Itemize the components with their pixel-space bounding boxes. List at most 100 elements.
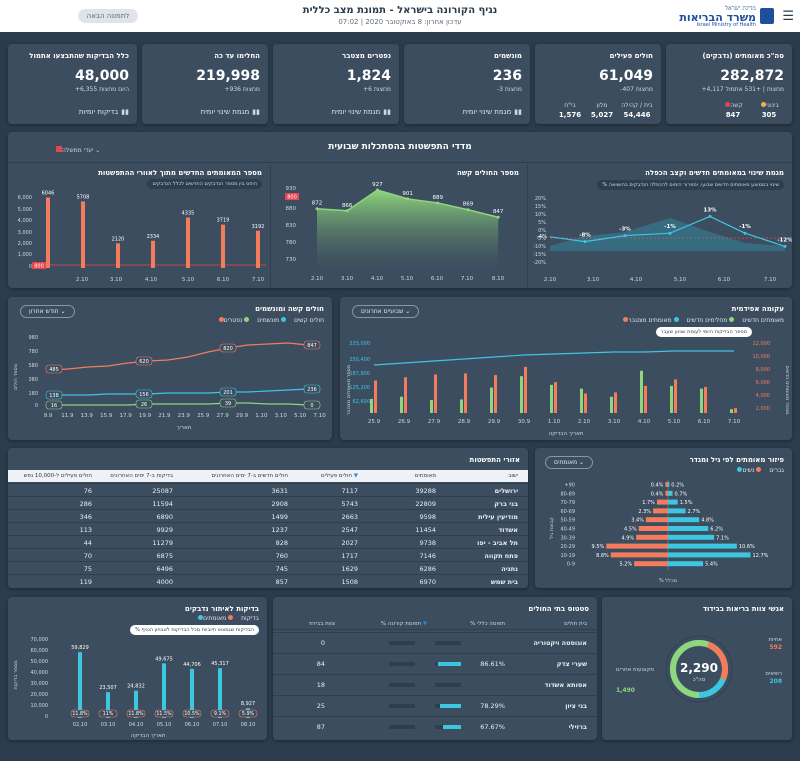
hospital-name: אסותא אשדוד <box>544 681 587 689</box>
daily-trend-link[interactable]: מגמת שינוי יומית ▮▮ <box>462 108 522 116</box>
kpi-value: 48,000 <box>74 68 129 84</box>
women-bar <box>656 499 668 505</box>
series-label: 16 <box>51 403 57 409</box>
x-tick: 2.10 <box>311 276 324 282</box>
point-label: -1% <box>664 224 676 230</box>
women-bar <box>665 490 668 496</box>
ministry-logo: מדינת ישראל משרד הבריאות Israel Ministry… <box>664 5 774 28</box>
period-filter[interactable]: חודש אחרון ⌄ <box>20 305 75 318</box>
table-header: ישוב מאומתים חולים פעילים ▼ חולים חדשים … <box>8 470 528 482</box>
column-header[interactable]: חולים פעילים ▼ <box>321 473 358 479</box>
new-cases-bar <box>221 224 225 268</box>
table-row[interactable]: תל אביב - יפו 9738 2027 828 11279 44 <box>8 535 528 548</box>
table-row[interactable]: אשדוד 11454 2547 1237 9929 113 <box>8 522 528 535</box>
bar-label: 6046 <box>42 190 55 196</box>
general-occupancy: 78.29% <box>480 702 505 710</box>
data-point <box>406 197 410 201</box>
column-header[interactable]: בדיקות ב-7 ימים האחרונים <box>110 473 173 479</box>
new-cases-bars: 6046 5708 2120 2334 4335 3719 3192 <box>42 190 264 268</box>
new-cases-bar <box>704 387 707 413</box>
column-header[interactable]: חולים חדשים ב-7 ימים האחרונים <box>211 473 288 479</box>
metric-filter[interactable]: מאומתים ⌄ <box>545 456 593 469</box>
x-axis-label: תאריך <box>177 425 192 431</box>
y-tick: 62,600 <box>353 399 371 405</box>
new-cases-bar <box>734 408 737 413</box>
y-tick: 70,000 <box>31 637 49 643</box>
column-header[interactable]: צוות בבידוד <box>308 621 335 627</box>
change-line: -8% -3% -1% 13% -1% -12% <box>549 207 792 248</box>
epi-bars <box>370 366 737 413</box>
table-row[interactable]: פתח תקווה 7146 1717 760 6875 70 <box>8 548 528 561</box>
table-row[interactable]: מודיעין עילית 9598 2663 1499 6890 346 <box>8 509 528 522</box>
women-bar <box>653 508 668 514</box>
corona-occupancy-bar <box>389 683 415 687</box>
men-bar <box>668 526 709 531</box>
period-filter[interactable]: שבועיים אחרונים ⌄ <box>352 305 420 318</box>
legend-dot-icon <box>244 317 250 322</box>
table-cell: 5743 <box>341 500 358 508</box>
y-tick: 5% <box>538 220 546 226</box>
series-label: 485 <box>49 367 59 373</box>
kpi-sub-value: 1,576 <box>558 111 582 119</box>
series-label: 26 <box>141 402 147 408</box>
table-row[interactable]: ברזילי 67.67% 87 <box>273 716 597 737</box>
x-tick: 7.10 <box>764 277 777 283</box>
age-tick: 70-79 <box>560 500 575 506</box>
panel-title: מגמת שינוי במאומתים חדשים וקצב הכפלה <box>645 169 784 177</box>
table-row[interactable]: ירושלים 39288 7117 3631 25087 76 <box>8 483 528 496</box>
new-cases-bar <box>46 197 50 268</box>
logo-main: משרד הבריאות <box>679 11 756 24</box>
daily-trend-link[interactable]: מגמת שינוי יומית ▮▮ <box>200 108 260 116</box>
column-header[interactable]: % תפוסת קורונה ▼ <box>380 621 427 627</box>
kpi-sub-label: בי"ח <box>564 102 576 109</box>
x-tick: 13.9 <box>81 413 94 419</box>
table-cell: 25087 <box>152 487 173 495</box>
y-tick: 1,000 <box>18 252 32 258</box>
table-cell: 39288 <box>415 487 436 495</box>
x-tick: 2.10 <box>544 277 557 283</box>
table-row[interactable]: שערי צדק 86.61% 84 <box>273 653 597 674</box>
column-header[interactable]: מאומתים <box>414 473 436 479</box>
table-row[interactable]: אסותא אשדוד 18 <box>273 674 597 695</box>
x-ticks: 9.9 11.9 13.9 15.9 17.9 19.9 21.9 23.9 25.9 27.9 2… <box>44 413 327 419</box>
table-row[interactable]: נתניה 6286 1629 745 6496 75 <box>8 561 528 574</box>
daily-tests-link[interactable]: בדיקות יומיות ▮▮ <box>78 108 129 116</box>
x-tick: 07.10 <box>213 722 228 728</box>
legend: גברים נשים <box>735 467 784 474</box>
menu-icon[interactable]: ☰ <box>782 9 794 24</box>
column-header[interactable]: ישוב <box>508 473 518 479</box>
table-cell: 22809 <box>415 500 436 508</box>
table-row[interactable]: בני ציון 78.29% 25 <box>273 695 597 716</box>
daily-trend-link[interactable]: מגמת שינוי יומית ▮▮ <box>331 108 391 116</box>
column-header[interactable]: בית חולים <box>564 621 587 627</box>
pct-badge <box>182 709 202 718</box>
hospitals-panel: סטטוס בתי החולים בית חולים % תפוסה כללי … <box>273 597 597 740</box>
table-cell: 1237 <box>271 526 288 534</box>
table-cell: 4000 <box>156 578 173 586</box>
logo-en: Israel Ministry of Health <box>696 22 756 28</box>
recovered-bar <box>370 398 373 413</box>
table-row[interactable]: בני ברק 22809 5743 2908 11594 286 <box>8 496 528 509</box>
panel-title: אזורי התפשטות <box>469 456 520 464</box>
column-header[interactable]: חולים פעילים ל-10,000 נפש <box>23 473 92 479</box>
table-row[interactable]: אוגוסטה ויקטוריה 0 <box>273 632 597 653</box>
table-row[interactable]: בית שמש 6970 1508 857 4000 119 <box>8 574 528 587</box>
tests-bar <box>218 668 222 718</box>
change-trend-chart: 20% 15% 10% 5% 0% -5% -10% -15% -20% -4%… <box>533 196 792 283</box>
recovered-bar <box>640 370 643 413</box>
point-label: -3% <box>619 227 631 233</box>
series-label: 847 <box>307 343 317 349</box>
y-tick: 4,000 <box>756 393 770 399</box>
y-tick: 180 <box>28 391 38 397</box>
column-header[interactable]: % תפוסה כללי <box>470 621 505 627</box>
hospital-name: בני ציון <box>565 702 587 710</box>
data-point <box>436 201 440 205</box>
y-tick: -5% <box>536 236 546 242</box>
women-bar <box>606 543 668 549</box>
men-bar <box>668 534 715 540</box>
table-cell: 1717 <box>341 552 358 560</box>
recovered-bar <box>670 385 673 413</box>
next-view-button[interactable]: לתמונה הבאה <box>78 9 138 23</box>
gov-targets-toggle[interactable]: יעדי ממשלה ⌄ <box>54 146 100 154</box>
city-name: מודיעין עילית <box>478 513 518 521</box>
